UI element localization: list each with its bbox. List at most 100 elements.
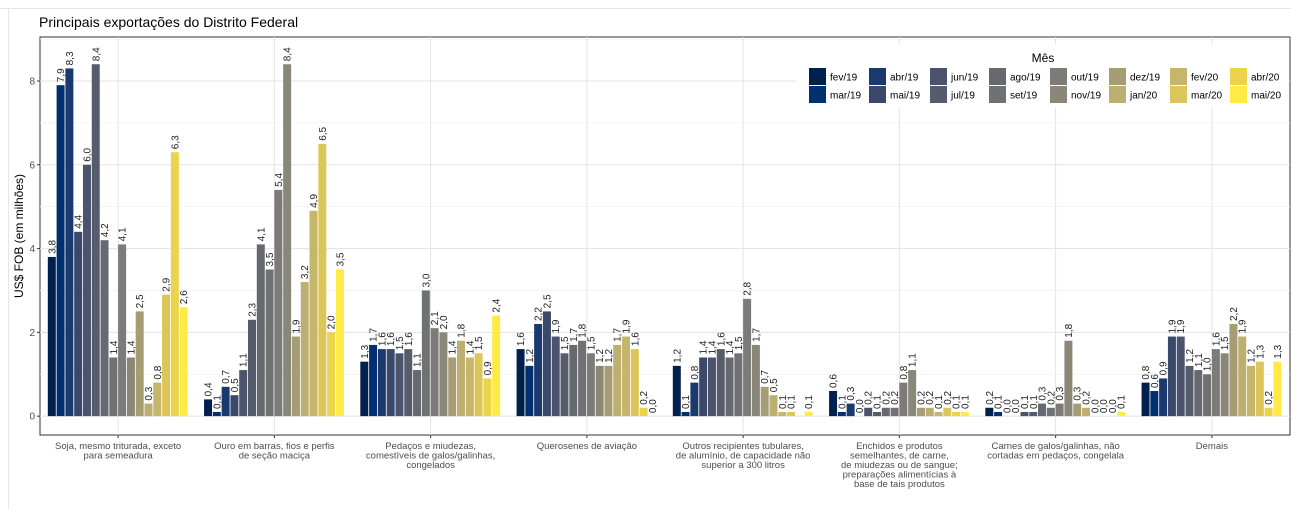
bar-value-label: 4,1 <box>118 227 129 241</box>
x-tick-label: Outros recipientes tubulares, <box>682 441 803 452</box>
bar-value-label: 2,5 <box>542 294 553 308</box>
bar-value-label: 1,8 <box>578 323 589 337</box>
bar <box>118 244 127 417</box>
bar <box>404 349 413 417</box>
bar-value-label: 0,9 <box>1159 361 1170 375</box>
bar-value-label: 1,7 <box>751 328 762 342</box>
bar-value-label: 1,9 <box>291 319 302 333</box>
bar <box>386 349 395 417</box>
bar <box>221 386 230 417</box>
bar <box>135 311 144 417</box>
bar <box>1046 407 1055 417</box>
bar-value-label: 1,4 <box>708 340 719 354</box>
bar <box>613 344 622 417</box>
x-tick-label: Carnes de galos/galinhas, não <box>991 441 1119 452</box>
bar <box>604 365 613 417</box>
bar-value-label: 0,2 <box>943 390 954 404</box>
bar <box>994 411 1003 417</box>
bar <box>456 340 465 417</box>
bar <box>360 361 369 417</box>
bar-value-label: 3,8 <box>47 240 58 254</box>
bar <box>230 395 239 417</box>
bar-value-label: 1,4 <box>725 340 736 354</box>
bar <box>934 411 943 417</box>
legend-label: fev/20 <box>1191 73 1219 84</box>
legend-label: out/19 <box>1071 73 1099 84</box>
bar <box>952 411 961 417</box>
bar <box>890 407 899 417</box>
x-tick-label: Soja, mesmo triturada, exceto <box>55 441 181 452</box>
bar-value-label: 2,8 <box>743 281 754 295</box>
bar-value-label: 0,0 <box>648 399 659 413</box>
frame-edge-left <box>8 8 9 509</box>
bar-value-label: 0,8 <box>690 365 701 379</box>
bar-value-label: 1,2 <box>1185 349 1196 363</box>
bar-value-label: 2,6 <box>179 290 190 304</box>
bar <box>74 231 83 417</box>
bar-value-label: 6,5 <box>318 126 329 140</box>
bar <box>474 353 483 417</box>
bar <box>309 210 318 417</box>
bar <box>318 143 327 417</box>
bar <box>707 357 716 417</box>
bar-value-label: 2,0 <box>327 315 338 329</box>
legend-key <box>1109 68 1126 85</box>
bar-value-label: 0,3 <box>1038 386 1049 400</box>
bar-value-label: 2,3 <box>248 302 259 316</box>
bar-value-label: 0,0 <box>1011 399 1022 413</box>
bar-value-label: 0,2 <box>1264 390 1275 404</box>
bar-value-label: 0,1 <box>994 395 1005 409</box>
bar-value-label: 0,1 <box>873 395 884 409</box>
bar-value-label: 0,1 <box>787 395 798 409</box>
bar <box>804 411 813 417</box>
bar <box>837 411 846 417</box>
bar <box>430 328 439 417</box>
bar <box>162 294 171 417</box>
bar <box>492 315 501 417</box>
legend-key <box>1109 86 1126 103</box>
bar <box>925 407 934 417</box>
bar <box>985 407 994 417</box>
bar <box>283 64 292 417</box>
bar-value-label: 1,3 <box>1255 344 1266 358</box>
bar-value-label: 0,1 <box>1029 395 1040 409</box>
legend: Mês fev/19 mar/19 abr/19 mai/19 jun/19 jul/19 a… <box>796 44 1288 108</box>
bar-value-label: 0,5 <box>769 378 780 392</box>
bar-value-label: 4,1 <box>256 227 267 241</box>
bar-value-label: 0,8 <box>1141 365 1152 379</box>
bar <box>595 365 604 417</box>
bar <box>1264 407 1273 417</box>
bar <box>439 332 448 417</box>
bar <box>760 386 769 417</box>
bar-value-label: 0,7 <box>760 369 771 383</box>
legend-label: mai/19 <box>890 91 920 102</box>
bar-value-label: 2,4 <box>492 298 503 312</box>
bar <box>1229 323 1238 417</box>
bar <box>274 189 283 417</box>
bar-value-label: 0,1 <box>778 395 789 409</box>
bar <box>413 370 422 417</box>
x-tick-label: Pedaços e miudezas, <box>385 441 476 452</box>
legend-key <box>809 68 826 85</box>
bars-layer <box>47 64 1282 417</box>
bar <box>716 349 725 417</box>
bar <box>47 256 56 417</box>
bar <box>144 403 153 417</box>
bar-value-label: 1,6 <box>630 332 641 346</box>
bar-value-label: 0,7 <box>221 369 232 383</box>
bar <box>1176 336 1185 417</box>
x-tick-label: para semeadura <box>84 451 154 462</box>
x-tick-label: comestíveis de galos/galinhas, <box>366 451 495 462</box>
bar-value-label: 0,1 <box>804 395 815 409</box>
bar-value-label: 0,2 <box>925 390 936 404</box>
bar-value-label: 1,4 <box>699 340 710 354</box>
legend-key <box>869 68 886 85</box>
bar-value-label: 0,3 <box>1073 386 1084 400</box>
bar <box>327 332 336 417</box>
bar-value-label: 2,0 <box>439 315 450 329</box>
x-tick-label: de seção maciça <box>239 451 311 462</box>
legend-key <box>1230 86 1247 103</box>
y-tick-label: 4 <box>29 244 35 255</box>
bar <box>672 365 681 417</box>
